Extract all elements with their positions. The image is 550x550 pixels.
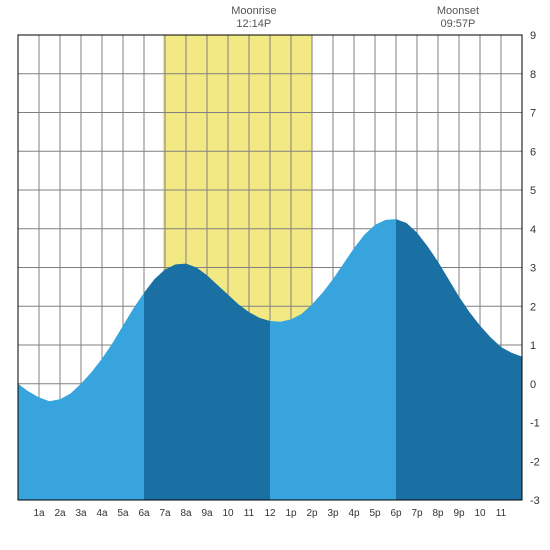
y-tick-label: 4 [530,224,536,236]
x-tick-label: 7p [411,508,423,519]
y-tick-label: 8 [530,69,536,81]
y-tick-label: 3 [530,263,536,275]
x-tick-label: 3p [327,508,339,519]
y-tick-label: 0 [530,379,536,391]
x-tick-label: 1a [33,508,45,519]
x-tick-label: 9a [201,508,213,519]
moonrise-label: Moonrise [231,5,276,17]
y-tick-label: 6 [530,146,536,158]
x-tick-label: 9p [453,508,465,519]
x-tick-label: 10 [474,508,486,519]
x-tick-label: 10 [222,508,234,519]
y-tick-label: 9 [530,30,536,42]
moonrise-time: 12:14P [236,18,271,30]
x-tick-label: 8p [432,508,444,519]
x-tick-label: 4p [348,508,360,519]
x-tick-label: 4a [96,508,108,519]
x-tick-label: 5a [117,508,129,519]
x-tick-label: 1p [285,508,297,519]
x-tick-label: 8a [180,508,192,519]
y-tick-label: -1 [530,418,540,430]
x-tick-label: 6p [390,508,402,519]
y-tick-label: -3 [530,495,540,507]
x-tick-label: 11 [496,508,507,519]
x-tick-label: 2p [306,508,318,519]
tide-chart: -3-2-101234567891a2a3a4a5a6a7a8a9a101112… [0,0,550,550]
x-tick-label: 6a [138,508,150,519]
y-tick-label: -2 [530,456,540,468]
moonset-time: 09:57P [441,18,476,30]
chart-svg: -3-2-101234567891a2a3a4a5a6a7a8a9a101112… [0,0,550,550]
x-tick-label: 11 [244,508,255,519]
y-tick-label: 5 [530,185,536,197]
x-tick-label: 3a [75,508,87,519]
x-tick-label: 12 [264,508,276,519]
x-tick-label: 5p [369,508,381,519]
y-tick-label: 2 [530,301,536,313]
y-tick-label: 7 [530,108,536,120]
x-tick-label: 2a [54,508,66,519]
y-tick-label: 1 [530,340,536,352]
moonset-label: Moonset [437,5,479,17]
x-tick-label: 7a [159,508,171,519]
